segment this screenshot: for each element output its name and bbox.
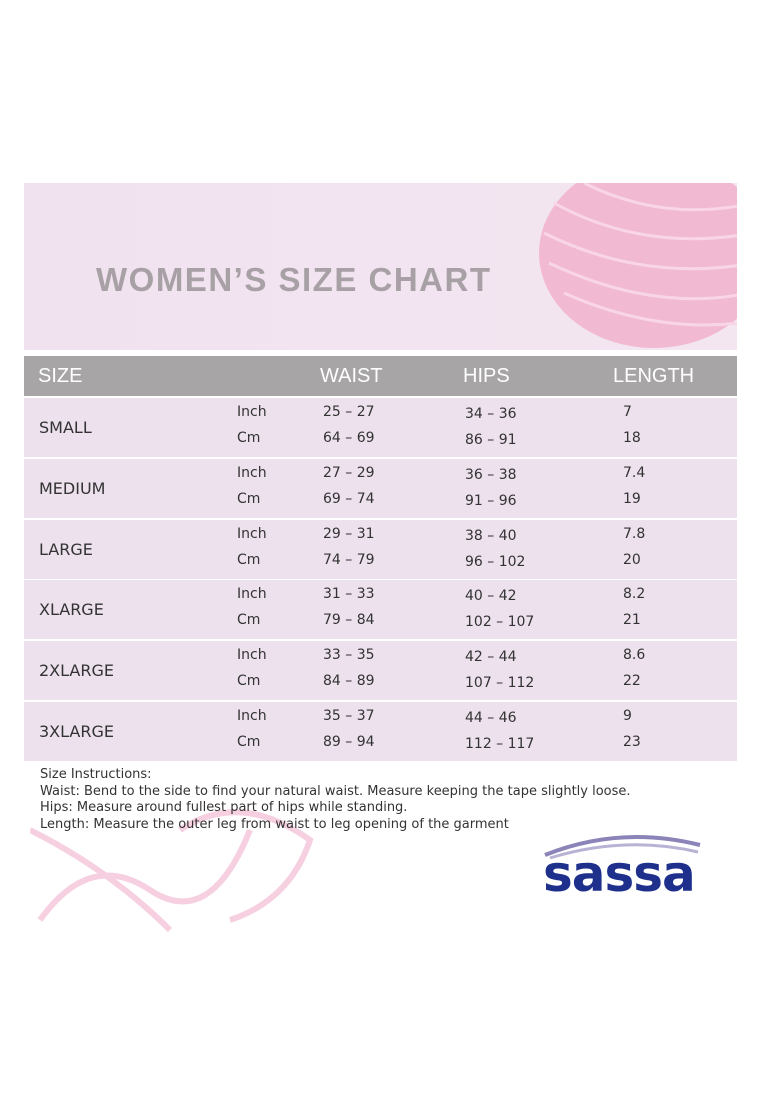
logo: sassa <box>543 845 696 903</box>
length-value: 23 <box>623 734 641 750</box>
waist-value: 33 – 35 <box>323 647 375 663</box>
size-label: LARGE <box>39 540 93 559</box>
length-value: 8.6 <box>623 647 646 663</box>
unit: Cm <box>237 734 261 750</box>
length-value: 7.4 <box>623 465 646 481</box>
waist-value: 35 – 37 <box>323 708 375 724</box>
hips-value: 34 – 36 <box>465 406 517 422</box>
instructions-heading: Size Instructions: <box>40 767 152 782</box>
unit: Inch <box>237 586 267 602</box>
waist-value: 84 – 89 <box>323 673 375 689</box>
table-row: 2XLARGE Inch 33 – 35 42 – 44 8.6 Cm 84 – 89 107… <box>24 641 737 700</box>
title: WOMEN’S SIZE CHART <box>96 261 492 298</box>
unit: Cm <box>237 491 261 507</box>
table-row: LARGE Inch 29 – 31 38 – 40 7.8 Cm 74 – 79 96 – … <box>24 520 737 579</box>
length-value: 20 <box>623 552 641 568</box>
length-value: 7 <box>623 404 632 420</box>
hips-value: 86 – 91 <box>465 432 517 448</box>
unit: Inch <box>237 647 267 663</box>
size-label: XLARGE <box>39 600 104 619</box>
instructions: Size Instructions: Waist: Bend to the sid… <box>40 767 631 833</box>
hips-value: 36 – 38 <box>465 467 517 483</box>
length-value: 9 <box>623 708 632 724</box>
table-row: MEDIUM Inch 27 – 29 36 – 38 7.4 Cm 69 – 74 91 –… <box>24 459 737 518</box>
column-header: LENGTH <box>613 365 695 387</box>
hips-value: 44 – 46 <box>465 710 517 726</box>
instruction-item: Hips: Measure around fullest part of hip… <box>40 800 408 815</box>
logo-swoosh <box>544 835 701 860</box>
hips-value: 107 – 112 <box>465 675 535 691</box>
waist-value: 89 – 94 <box>323 734 375 750</box>
instruction-item: Length: Measure the outer leg from waist… <box>40 816 509 832</box>
hips-value: 42 – 44 <box>465 649 517 665</box>
length-value: 18 <box>623 430 641 446</box>
hips-value: 40 – 42 <box>465 588 517 604</box>
banner: WOMEN’S SIZE CHART <box>24 183 737 350</box>
unit: Inch <box>237 465 267 481</box>
column-header: HIPS <box>463 365 510 387</box>
size-label: MEDIUM <box>39 479 106 498</box>
unit: Cm <box>237 673 261 689</box>
instruction-item: Waist: Bend to the side to find your nat… <box>40 783 631 799</box>
table-row: XLARGE Inch 31 – 33 40 – 42 8.2 Cm 79 – 84 102 … <box>24 580 737 639</box>
size-label: 2XLARGE <box>39 661 114 680</box>
unit: Inch <box>237 708 267 724</box>
column-header: WAIST <box>320 365 383 387</box>
unit: Inch <box>237 526 267 542</box>
waist-value: 27 – 29 <box>323 465 375 481</box>
length-value: 8.2 <box>623 586 646 602</box>
column-header: SIZE <box>38 365 83 387</box>
size-label: SMALL <box>39 418 92 437</box>
length-value: 19 <box>623 491 641 507</box>
yarn-ball <box>539 183 737 348</box>
waist-value: 31 – 33 <box>323 586 375 602</box>
waist-value: 74 – 79 <box>323 552 375 568</box>
hips-value: 102 – 107 <box>465 614 535 630</box>
waist-value: 25 – 27 <box>323 404 375 420</box>
table-row: SMALL Inch 25 – 27 34 – 36 7 Cm 64 – 69 86 – 91… <box>24 398 737 457</box>
unit: Cm <box>237 430 261 446</box>
unit: Inch <box>237 404 267 420</box>
waist-value: 29 – 31 <box>323 526 375 542</box>
table-row: 3XLARGE Inch 35 – 37 44 – 46 9 Cm 89 – 94 112 –… <box>24 702 737 761</box>
waist-value: 79 – 84 <box>323 612 375 628</box>
unit: Cm <box>237 552 261 568</box>
hips-value: 112 – 117 <box>465 736 535 752</box>
yarn-decoration <box>30 809 314 933</box>
hips-value: 91 – 96 <box>465 493 517 509</box>
waist-value: 64 – 69 <box>323 430 375 446</box>
hips-value: 38 – 40 <box>465 528 517 544</box>
size-label: 3XLARGE <box>39 722 114 741</box>
waist-value: 69 – 74 <box>323 491 375 507</box>
table-header: SIZE WAIST HIPS LENGTH <box>24 356 737 396</box>
hips-value: 96 – 102 <box>465 554 526 570</box>
unit: Cm <box>237 612 261 628</box>
length-value: 22 <box>623 673 641 689</box>
length-value: 7.8 <box>623 526 646 542</box>
length-value: 21 <box>623 612 641 628</box>
